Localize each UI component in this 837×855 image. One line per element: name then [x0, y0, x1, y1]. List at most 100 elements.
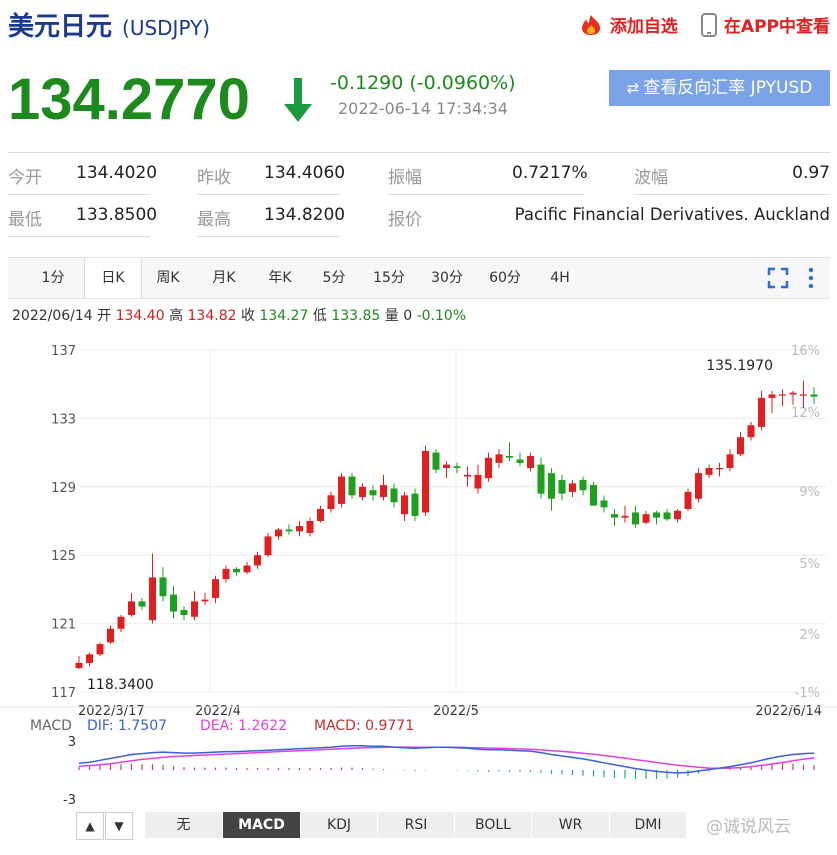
candle-body: [191, 601, 198, 617]
candle-body: [485, 457, 492, 479]
tab-30min[interactable]: 30分: [431, 270, 463, 286]
candle-body: [296, 526, 303, 532]
page-title: 美元日元 (USDJPY): [8, 6, 210, 43]
candle-body: [548, 473, 555, 499]
amplitude-value: 0.7217%: [512, 163, 588, 183]
swap-icon: ⇄: [626, 79, 640, 97]
candle-body: [128, 601, 135, 616]
candle-body: [380, 485, 387, 498]
y-tick-label: 125: [51, 549, 76, 564]
tab-1min[interactable]: 1分: [41, 270, 65, 286]
candle-body: [537, 464, 545, 494]
down-triangle-icon: ▼: [114, 819, 124, 833]
indicator-wr[interactable]: WR: [532, 812, 610, 838]
candle-body: [569, 483, 576, 492]
pct-tick-label: 12%: [791, 406, 820, 421]
candle-body: [422, 450, 429, 513]
candle-body: [264, 536, 272, 556]
indicator-boll[interactable]: BOLL: [455, 812, 532, 838]
open-label: 今开: [8, 168, 42, 188]
stats-divider: [8, 236, 150, 237]
candle-body: [810, 394, 818, 397]
up-triangle-icon: ▲: [85, 819, 95, 833]
candle-body: [516, 459, 524, 463]
candle-body: [758, 397, 765, 427]
macd-dea-value: DEA: 1.2622: [200, 718, 287, 734]
pct-tick-label: 2%: [799, 628, 820, 643]
indicator-none[interactable]: 无: [145, 812, 223, 838]
candle-body: [747, 425, 755, 438]
stats-divider: [8, 194, 150, 195]
candle-body: [716, 467, 723, 470]
tab-daily-k[interactable]: 日K: [84, 258, 142, 298]
reverse-rate-button[interactable]: ⇄ 查看反向汇率 JPYUSD: [609, 70, 830, 106]
candle-body: [579, 479, 587, 491]
low-label: 最低: [8, 210, 42, 230]
tab-4h[interactable]: 4H: [550, 270, 570, 286]
indicator-macd[interactable]: MACD: [223, 812, 301, 838]
candle-body: [474, 474, 482, 489]
dif-line: [78, 745, 815, 774]
candle-body: [275, 529, 282, 537]
quote-source-value: Pacific Financial Derivatives. Auckland: [514, 205, 830, 224]
tab-weekly-k[interactable]: 周K: [156, 270, 180, 286]
candle-body: [96, 644, 104, 655]
indicator-rsi[interactable]: RSI: [378, 812, 455, 838]
view-in-app-button[interactable]: 在APP中查看: [700, 12, 830, 37]
candle-body: [600, 500, 608, 508]
candle-body: [75, 662, 83, 669]
pct-tick-label: 9%: [799, 485, 820, 500]
fullscreen-icon[interactable]: [767, 267, 789, 289]
high-label: 最高: [197, 210, 231, 230]
x-tick-label: 2022/3/17: [78, 704, 145, 719]
candle-body: [464, 474, 471, 477]
add-favorite-button[interactable]: 添加自选: [578, 12, 678, 37]
scroll-down-button[interactable]: ▼: [105, 812, 133, 840]
x-tick-label: 2022/5: [433, 704, 479, 719]
low-value: 133.8500: [76, 205, 158, 225]
candle-body: [180, 609, 188, 616]
tab-monthly-k[interactable]: 月K: [212, 270, 236, 286]
candle-body: [107, 628, 114, 643]
ohlc-close-label: 收: [240, 308, 255, 324]
candle-body: [411, 493, 419, 516]
dea-line: [78, 746, 815, 770]
candle-body: [726, 454, 734, 468]
stats-divider: [388, 194, 584, 195]
stats-divider: [634, 194, 830, 195]
x-tick-label: 2022/4: [195, 704, 241, 719]
candle-body: [611, 514, 618, 518]
candle-body: [359, 486, 366, 498]
candle-body: [86, 654, 93, 663]
view-in-app-label: 在APP中查看: [723, 17, 830, 37]
volatility-value: 0.97: [792, 163, 830, 183]
candle-body: [674, 510, 681, 520]
candle-body: [653, 512, 660, 518]
tab-60min[interactable]: 60分: [489, 270, 521, 286]
pct-tick-label: 16%: [791, 344, 820, 359]
macd-value: MACD: 0.9771: [314, 718, 414, 734]
quote-source-label: 报价: [388, 210, 422, 230]
ohlc-date: 2022/06/14: [12, 308, 93, 324]
open-value: 134.4020: [76, 163, 158, 183]
stats-divider: [197, 236, 340, 237]
ohlc-open-label: 开: [97, 308, 112, 324]
candle-body: [285, 529, 293, 532]
ohlc-close: 134.27: [259, 308, 309, 324]
candle-body: [369, 490, 377, 496]
indicator-kdj[interactable]: KDJ: [301, 812, 378, 838]
candle-body: [348, 476, 356, 496]
candle-body: [138, 601, 146, 607]
more-icon[interactable]: [806, 266, 816, 290]
tab-yearly-k[interactable]: 年K: [268, 270, 292, 286]
tab-5min[interactable]: 5分: [322, 270, 346, 286]
current-price: 134.2770: [8, 67, 250, 132]
ohlc-low-label: 低: [312, 308, 327, 324]
tab-15min[interactable]: 15分: [373, 270, 405, 286]
amplitude-label: 振幅: [388, 168, 422, 188]
indicator-dmi[interactable]: DMI: [610, 812, 687, 838]
fire-icon: [582, 15, 600, 35]
candle-body: [432, 452, 440, 470]
down-arrow-icon: [284, 78, 312, 122]
scroll-up-button[interactable]: ▲: [76, 812, 104, 840]
